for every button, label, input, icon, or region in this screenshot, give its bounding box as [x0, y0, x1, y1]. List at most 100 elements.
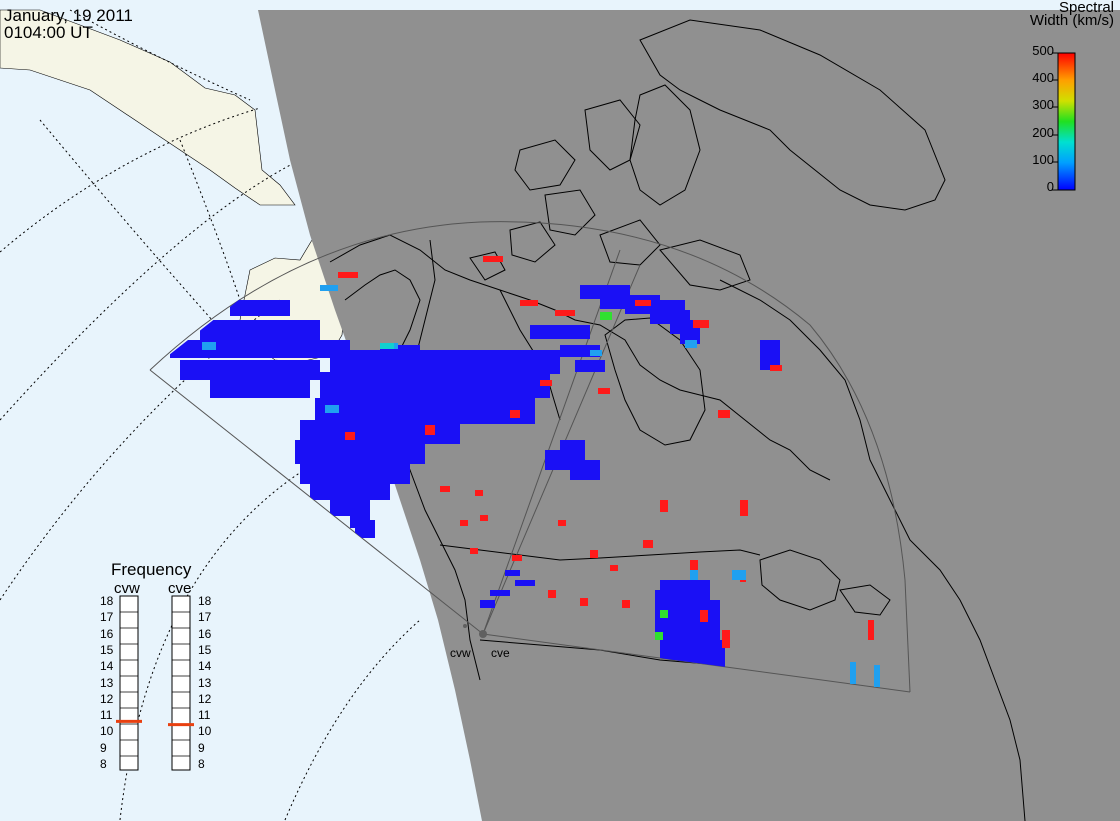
scatter-cell: [510, 410, 520, 418]
colorbar-title-line1: Spectral: [1058, 0, 1114, 16]
scatter-cell: [555, 310, 575, 316]
scatter-cell: [660, 610, 668, 618]
scatter-cell: [320, 285, 338, 291]
frequency-tick-label: 17: [198, 610, 212, 625]
scatter-cell: [170, 340, 350, 358]
frequency-tick-label: 9: [198, 740, 205, 755]
frequency-tick-label: 13: [100, 675, 114, 690]
scatter-cell: [660, 500, 668, 512]
scatter-cell: [530, 325, 590, 339]
colorbar-tick-marks: [1052, 52, 1058, 191]
scatter-cell: [700, 610, 708, 622]
frequency-tick-label: 14: [198, 659, 212, 674]
frequency-tick-label: 10: [100, 724, 114, 739]
scatter-cell: [470, 548, 478, 554]
frequency-tick-label: 12: [100, 691, 114, 706]
scatter-cell: [440, 375, 530, 395]
scatter-cell: [580, 598, 588, 606]
radar-site-marker: [479, 630, 487, 638]
colorbar-title-line2: Width (km/s): [1029, 12, 1114, 29]
colorbar-tick-label: 0: [1046, 179, 1054, 194]
scatter-cell: [643, 540, 653, 548]
scatter-cell: [590, 550, 598, 558]
scatter-cell: [540, 380, 552, 386]
frequency-tick-label: 16: [100, 626, 114, 641]
scatter-cell: [590, 350, 602, 356]
colorbar-tick-label: 300: [1032, 97, 1054, 112]
time-label: 0104:00 UT: [4, 23, 93, 42]
scatter-cell: [295, 440, 425, 464]
scatter-cell: [460, 520, 468, 526]
cve-frequency-scale: [171, 595, 191, 771]
frequency-tick-label: 15: [100, 642, 114, 657]
scatter-cell: [490, 590, 510, 596]
frequency-title: Frequency: [111, 560, 192, 579]
scatter-cell: [355, 520, 375, 538]
frequency-tick-label: 15: [198, 642, 212, 657]
scatter-layer: [170, 256, 880, 687]
sunlit-land-siberia: [0, 9, 296, 206]
scatter-cell: [480, 600, 495, 608]
frequency-tick-label: 11: [198, 708, 211, 723]
scatter-cell: [874, 665, 880, 687]
colorbar-tick-label: 500: [1032, 43, 1054, 58]
date-label: January, 19 2011: [4, 6, 133, 25]
frequency-tick-label: 14: [100, 659, 114, 674]
scatter-cell: [868, 620, 874, 640]
frequency-tick-label: 17: [100, 610, 114, 625]
scatter-cell: [210, 380, 310, 398]
scatter-cell: [200, 320, 320, 340]
scatter-cell: [850, 662, 856, 684]
colorbar-gradient: [1057, 52, 1076, 191]
frequency-tick-label: 11: [100, 708, 113, 723]
scatter-cell: [483, 256, 503, 262]
colorbar-tick-label: 100: [1032, 152, 1054, 167]
scatter-cell: [480, 515, 488, 521]
frequency-tick-label: 12: [198, 691, 212, 706]
coastlines: [329, 19, 1026, 821]
scatter-cell: [655, 632, 663, 640]
fov-left-edge: [149, 369, 484, 635]
scatter-cell: [345, 432, 355, 440]
scatter-cell: [740, 500, 748, 516]
radar-site-label-cvw: cvw: [450, 646, 471, 660]
frequency-tick-label: 18: [198, 594, 212, 608]
frequency-scale-ticks: [120, 611, 190, 757]
frequency-tick-label: 10: [198, 724, 212, 739]
scatter-cell: [310, 480, 390, 500]
scatter-cell: [425, 425, 435, 435]
scatter-cell: [520, 300, 538, 306]
scatter-cell: [338, 272, 358, 278]
scatter-cell: [300, 462, 410, 484]
scatter-cell: [180, 360, 320, 380]
scatter-cell: [610, 565, 618, 571]
scatter-cell: [420, 355, 530, 375]
cve-frequency-label: cve: [168, 580, 192, 597]
fov-outer-arc: [149, 221, 911, 693]
scatter-cell: [690, 570, 698, 580]
scatter-cell: [570, 460, 600, 480]
scatter-cell: [512, 555, 522, 561]
scatter-cell: [760, 340, 780, 370]
scatter-cell: [515, 580, 535, 586]
scatter-cell: [202, 342, 216, 350]
cvw-frequency-scale: [119, 595, 139, 771]
frequency-tick-label: 18: [100, 594, 114, 608]
scatter-cell: [685, 340, 697, 348]
scatter-cell: [718, 410, 730, 418]
frequency-tick-label: 16: [198, 626, 212, 641]
cvw-frequency-label: cvw: [114, 580, 140, 597]
night-side-shade: [258, 10, 1120, 821]
colorbar-tick-label: 200: [1032, 125, 1054, 140]
scatter-cell: [732, 570, 746, 580]
frequency-tick-label: 13: [198, 675, 212, 690]
scatter-cell: [598, 388, 610, 394]
scatter-cell: [690, 560, 698, 572]
scatter-cell: [635, 300, 651, 306]
frequency-tick-label: 9: [100, 740, 107, 755]
scatter-cell: [722, 630, 730, 648]
scatter-cell: [548, 590, 556, 598]
frequency-scales: [119, 595, 191, 771]
